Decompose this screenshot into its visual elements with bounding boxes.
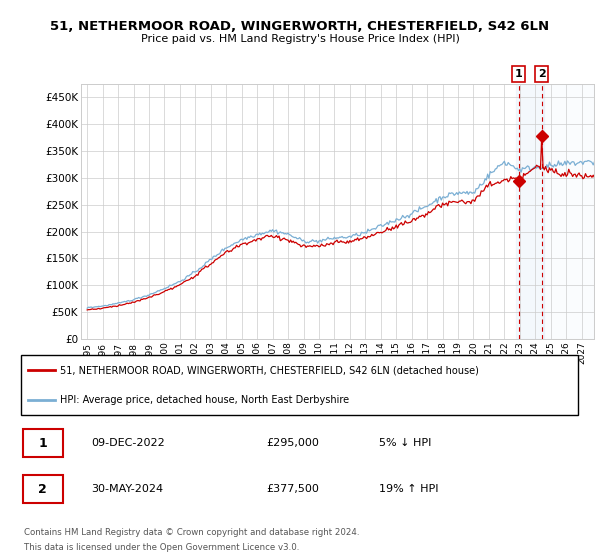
FancyBboxPatch shape	[23, 429, 63, 457]
Bar	[543, 84, 594, 339]
Text: £295,000: £295,000	[266, 438, 319, 448]
Text: 2: 2	[538, 69, 545, 79]
Text: 5% ↓ HPI: 5% ↓ HPI	[379, 438, 431, 448]
Text: 51, NETHERMOOR ROAD, WINGERWORTH, CHESTERFIELD, S42 6LN: 51, NETHERMOOR ROAD, WINGERWORTH, CHESTE…	[50, 20, 550, 32]
Text: HPI: Average price, detached house, North East Derbyshire: HPI: Average price, detached house, Nort…	[60, 395, 349, 405]
Text: Price paid vs. HM Land Registry's House Price Index (HPI): Price paid vs. HM Land Registry's House …	[140, 34, 460, 44]
Text: 09-DEC-2022: 09-DEC-2022	[91, 438, 165, 448]
Text: 1: 1	[38, 437, 47, 450]
Text: This data is licensed under the Open Government Licence v3.0.: This data is licensed under the Open Gov…	[24, 543, 299, 552]
Text: 19% ↑ HPI: 19% ↑ HPI	[379, 484, 439, 494]
Text: Contains HM Land Registry data © Crown copyright and database right 2024.: Contains HM Land Registry data © Crown c…	[24, 528, 359, 537]
Text: 1: 1	[515, 69, 523, 79]
Bar	[516, 84, 544, 339]
Text: 51, NETHERMOOR ROAD, WINGERWORTH, CHESTERFIELD, S42 6LN (detached house): 51, NETHERMOOR ROAD, WINGERWORTH, CHESTE…	[60, 365, 479, 375]
FancyBboxPatch shape	[21, 356, 578, 414]
Text: 2: 2	[38, 483, 47, 496]
Text: 30-MAY-2024: 30-MAY-2024	[91, 484, 163, 494]
Bar	[543, 84, 594, 339]
Text: £377,500: £377,500	[266, 484, 319, 494]
FancyBboxPatch shape	[23, 475, 63, 503]
